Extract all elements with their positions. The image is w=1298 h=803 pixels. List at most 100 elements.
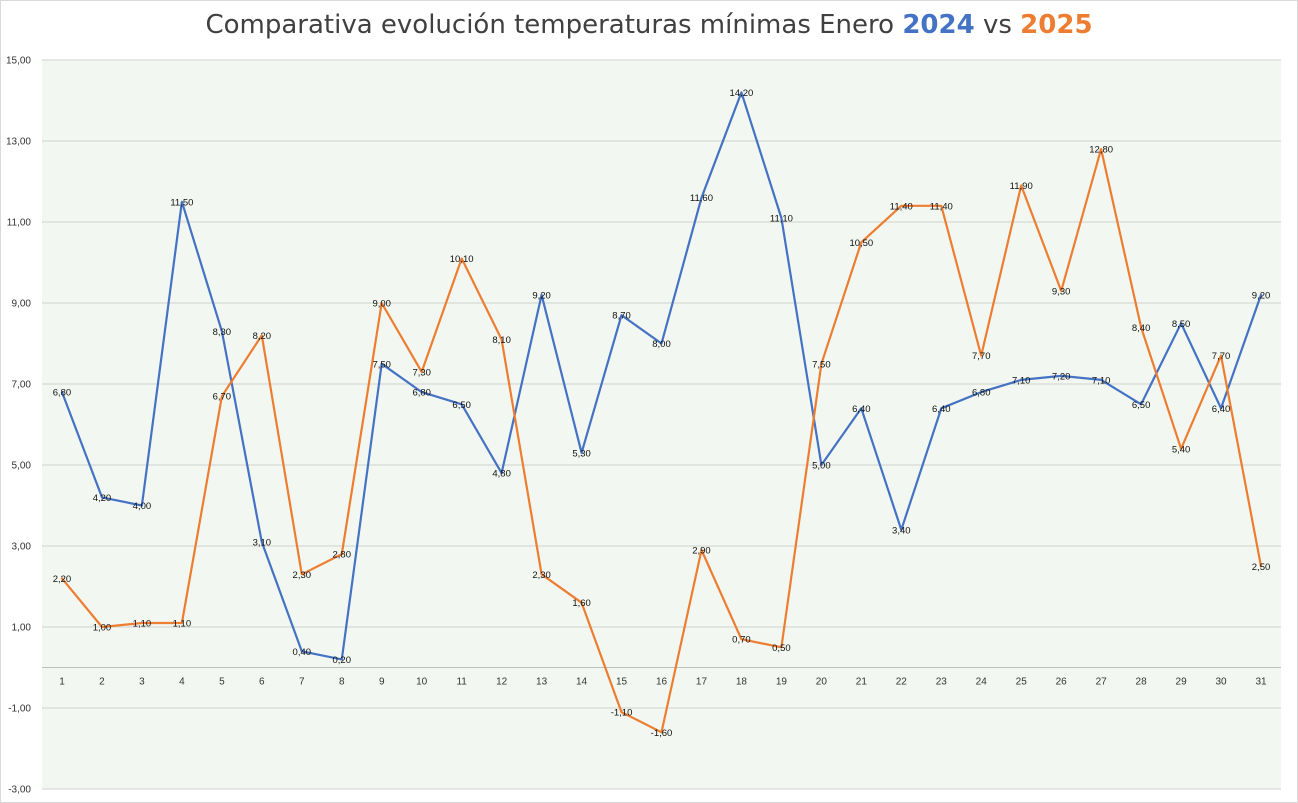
- y-tick-label: 11,00: [7, 218, 32, 229]
- y-axis-tick-labels: 15,00 13,00 11,00 9,00 7,00 5,00 3,00 1,00 -1,00…: [6, 56, 31, 796]
- y-tick-label: 7,00: [12, 380, 32, 391]
- x-tick-label: 7: [299, 677, 305, 688]
- data-label-2025: 10,10: [450, 254, 474, 265]
- data-label-2025: 8,10: [492, 335, 511, 346]
- data-label-2025: 2,30: [532, 570, 551, 581]
- data-label-2025: 9,00: [372, 299, 391, 310]
- x-tick-label: 25: [1016, 677, 1028, 688]
- data-label-2025: 1,00: [93, 623, 112, 634]
- chart-title-year-2025: 2025: [1020, 10, 1093, 40]
- x-tick-label: 5: [219, 677, 225, 688]
- x-tick-label: 6: [259, 677, 265, 688]
- x-tick-label: 21: [856, 677, 868, 688]
- data-label-2024: 9,20: [532, 290, 551, 301]
- data-label-2025: 2,20: [53, 574, 72, 585]
- data-label-2024: 7,50: [372, 359, 391, 370]
- data-label-2025: 11,40: [930, 201, 953, 212]
- data-label-2025: 0,50: [772, 643, 791, 654]
- x-tick-label: 3: [139, 677, 145, 688]
- data-label-2025: -1,10: [611, 708, 633, 719]
- data-label-2025: 1,60: [572, 598, 591, 609]
- data-label-2024: 8,70: [612, 311, 631, 322]
- x-tick-label: 26: [1056, 677, 1068, 688]
- x-tick-label: 24: [976, 677, 988, 688]
- x-tick-label: 8: [339, 677, 345, 688]
- data-label-2024: 0,20: [333, 655, 352, 666]
- data-label-2024: 9,20: [1252, 290, 1271, 301]
- data-label-2025: 7,70: [972, 351, 991, 362]
- x-axis: 1 2 3 4 5 6 7 8 9 10 11 12 13 14 15 16 17 18 19 20 21 22 23 24 2…: [42, 667, 1281, 688]
- data-label-2024: 11,10: [770, 213, 793, 224]
- y-tick-label: 9,00: [12, 299, 32, 310]
- x-tick-label: 13: [536, 677, 548, 688]
- data-label-2024: 3,40: [892, 525, 911, 536]
- x-tick-label: 28: [1136, 677, 1148, 688]
- y-tick-label: -1,00: [8, 704, 31, 715]
- data-label-2025: 7,30: [412, 367, 431, 378]
- data-label-2025: 0,70: [732, 635, 751, 646]
- data-label-2024: 3,10: [253, 537, 272, 548]
- data-label-2024: 7,10: [1092, 375, 1111, 386]
- x-tick-label: 18: [736, 677, 748, 688]
- x-tick-label: 19: [776, 677, 788, 688]
- x-tick-label: 15: [616, 677, 628, 688]
- x-tick-label: 17: [696, 677, 708, 688]
- data-label-2024: 5,00: [812, 461, 831, 472]
- gridlines: [42, 59, 1281, 790]
- data-label-2024: 4,00: [133, 501, 152, 512]
- x-tick-label: 27: [1096, 677, 1108, 688]
- y-tick-label: 1,00: [12, 623, 32, 634]
- chart-title-vs: vs: [974, 10, 1021, 40]
- data-label-2025: 2,90: [692, 546, 711, 557]
- x-tick-label: 1: [59, 677, 65, 688]
- data-label-2025: 2,80: [333, 550, 352, 561]
- data-label-2025: 8,20: [253, 331, 272, 342]
- data-label-2024: 6,80: [972, 388, 991, 399]
- data-label-2024: 6,50: [1132, 400, 1151, 411]
- data-label-2024: 8,30: [213, 327, 232, 338]
- y-tick-label: 13,00: [6, 137, 31, 148]
- data-label-2025: 2,50: [1252, 562, 1271, 573]
- x-tick-label: 23: [936, 677, 948, 688]
- series-line-2024: [60, 91, 1263, 661]
- x-tick-label: 12: [496, 677, 508, 688]
- data-label-2024: 6,50: [452, 400, 471, 411]
- data-label-2024: 8,00: [652, 339, 671, 350]
- x-tick-label: 9: [379, 677, 385, 688]
- x-tick-label: 10: [416, 677, 428, 688]
- data-label-2024: 11,60: [690, 193, 713, 204]
- data-label-2024: 5,30: [572, 448, 591, 459]
- data-label-2025: 1,10: [173, 618, 192, 629]
- data-label-2024: 8,50: [1172, 319, 1191, 330]
- x-tick-label: 16: [656, 677, 668, 688]
- y-tick-label: 5,00: [12, 461, 32, 472]
- chart-title: Comparativa evolución temperaturas mínim…: [0, 10, 1298, 40]
- x-tick-label: 31: [1255, 677, 1267, 688]
- chart-title-year-2024: 2024: [902, 10, 975, 40]
- x-tick-label: 30: [1215, 677, 1227, 688]
- x-tick-label: 20: [816, 677, 828, 688]
- data-label-2025: 6,70: [213, 392, 232, 403]
- y-tick-label: -3,00: [8, 785, 31, 796]
- data-label-2025: 8,40: [1132, 323, 1151, 334]
- data-label-2024: 11,50: [170, 197, 193, 208]
- data-label-2024: 14,20: [730, 88, 754, 99]
- series-lines: [60, 91, 1263, 734]
- data-label-2025: 1,10: [133, 618, 152, 629]
- chart-title-prefix: Comparativa evolución temperaturas mínim…: [205, 10, 903, 40]
- x-tick-label: 11: [456, 677, 467, 688]
- x-tick-label: 2: [99, 677, 105, 688]
- data-label-2025: 10,50: [849, 238, 873, 249]
- data-label-2024: 6,80: [412, 388, 431, 399]
- data-label-2024: 0,40: [293, 647, 312, 658]
- x-tick-label: 14: [576, 677, 588, 688]
- data-label-2025: -1,60: [651, 728, 673, 739]
- data-labels: 6,80 4,20 4,00 11,50 8,30 3,10 0,40 0,20 7,50 6,8…: [53, 88, 1271, 739]
- data-label-2024: 4,80: [492, 469, 511, 480]
- data-label-2025: 12,80: [1089, 145, 1113, 156]
- data-label-2024: 7,10: [1012, 375, 1031, 386]
- data-label-2025: 11,40: [890, 201, 913, 212]
- data-label-2025: 2,30: [293, 570, 312, 581]
- y-tick-label: 15,00: [6, 56, 31, 67]
